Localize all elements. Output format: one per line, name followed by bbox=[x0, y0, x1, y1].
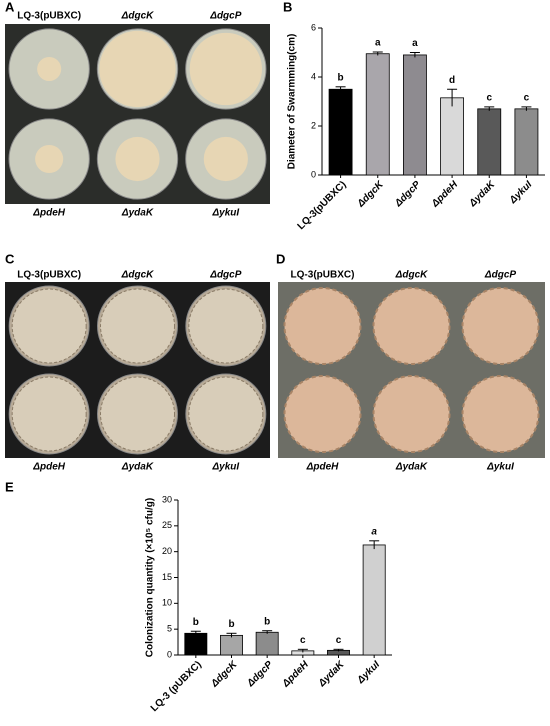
strain-label: ΔpdeH bbox=[32, 462, 65, 473]
biofilm bbox=[188, 288, 264, 364]
bar bbox=[362, 544, 386, 656]
y-tick-label: 4 bbox=[311, 71, 316, 81]
strain-label: ΔpdeH bbox=[306, 462, 339, 473]
significance-letter: a bbox=[375, 38, 381, 49]
panel-letter: A bbox=[5, 0, 15, 14]
x-tick-label: ΔdgcK bbox=[209, 659, 240, 690]
x-tick-label: ΔpdeH bbox=[280, 659, 311, 690]
x-tick-label: ΔdgcP bbox=[245, 659, 276, 690]
bar bbox=[514, 108, 539, 176]
strain-label: ΔykuI bbox=[211, 208, 239, 219]
x-tick-label: ΔykuI bbox=[355, 659, 383, 687]
y-tick-label: 2 bbox=[311, 120, 316, 130]
strain-label: LQ-3(pUBXC) bbox=[17, 270, 81, 281]
x-tick-label: LQ-3(pUBXC) bbox=[296, 179, 349, 232]
strain-label: ΔdgcP bbox=[209, 11, 241, 22]
y-tick-label: 5 bbox=[167, 624, 172, 634]
biofilm bbox=[100, 376, 175, 452]
colony bbox=[372, 287, 451, 365]
strain-label: ΔdgcK bbox=[121, 11, 154, 22]
y-axis-label: Diameter of Swarmming(cm) bbox=[287, 34, 298, 170]
significance-letter: c bbox=[486, 93, 492, 104]
significance-letter: c bbox=[300, 635, 306, 646]
biofilm bbox=[100, 288, 175, 364]
strain-label: ΔdgcP bbox=[484, 270, 516, 281]
x-tick-label: LQ-3 (pUBXC) bbox=[149, 659, 204, 714]
bar bbox=[328, 88, 353, 176]
colony bbox=[115, 136, 160, 182]
x-tick-label: ΔdgcP bbox=[392, 179, 423, 210]
colony bbox=[35, 144, 64, 174]
bar bbox=[255, 631, 279, 656]
x-tick-label: ΔdgcK bbox=[355, 179, 386, 210]
significance-letter: d bbox=[449, 75, 455, 86]
y-tick-label: 30 bbox=[162, 494, 172, 504]
y-axis-label: Colonization quantity (×10⁵ cfu/g) bbox=[145, 498, 156, 657]
x-tick-label: ΔydaK bbox=[467, 179, 498, 210]
colony bbox=[372, 375, 451, 453]
strain-label: ΔykuI bbox=[211, 462, 239, 473]
strain-label: LQ-3(pUBXC) bbox=[17, 11, 81, 22]
biofilm bbox=[11, 288, 87, 364]
colony bbox=[203, 136, 248, 182]
colony bbox=[99, 30, 176, 108]
panel-letter: D bbox=[276, 251, 285, 266]
colony bbox=[283, 287, 362, 365]
colony bbox=[283, 375, 362, 453]
panel-letter: B bbox=[283, 0, 292, 14]
y-tick-label: 20 bbox=[162, 546, 172, 556]
strain-label: ΔykuI bbox=[486, 462, 514, 473]
strain-label: ΔdgcK bbox=[395, 270, 428, 281]
x-tick-label: ΔydaK bbox=[316, 659, 347, 690]
panel-letter: C bbox=[5, 251, 15, 266]
colony bbox=[189, 32, 262, 106]
strain-label: ΔpdeH bbox=[32, 208, 65, 219]
y-tick-label: 10 bbox=[162, 598, 172, 608]
significance-letter: b bbox=[338, 72, 344, 83]
significance-letter: a bbox=[412, 38, 418, 49]
significance-letter: c bbox=[524, 93, 530, 104]
colony bbox=[37, 56, 62, 82]
significance-letter: b bbox=[264, 616, 270, 627]
panel-letter: E bbox=[5, 479, 14, 494]
significance-letter: b bbox=[193, 617, 199, 628]
significance-letter: c bbox=[336, 635, 342, 646]
y-tick-label: 25 bbox=[162, 520, 172, 530]
x-tick-label: ΔpdeH bbox=[429, 179, 460, 210]
bar bbox=[220, 634, 243, 656]
biofilm bbox=[188, 376, 264, 452]
colony bbox=[461, 375, 540, 453]
y-tick-label: 6 bbox=[311, 22, 316, 32]
bar bbox=[402, 54, 427, 176]
y-tick-label: 15 bbox=[162, 572, 172, 582]
strain-label: ΔdgcP bbox=[209, 270, 241, 281]
biofilm bbox=[11, 376, 87, 452]
x-tick-label: ΔykuI bbox=[507, 179, 535, 207]
strain-label: ΔydaK bbox=[395, 462, 428, 473]
strain-label: ΔydaK bbox=[121, 208, 154, 219]
bar bbox=[184, 632, 208, 656]
significance-letter: a bbox=[371, 526, 377, 537]
y-tick-label: 0 bbox=[167, 649, 172, 659]
significance-letter: b bbox=[228, 619, 234, 630]
bar bbox=[477, 108, 502, 176]
y-tick-label: 0 bbox=[311, 169, 316, 179]
bar bbox=[440, 97, 465, 176]
bar bbox=[365, 53, 390, 176]
colony bbox=[461, 287, 540, 365]
strain-label: LQ-3(pUBXC) bbox=[291, 270, 355, 281]
strain-label: ΔdgcK bbox=[121, 270, 154, 281]
strain-label: ΔydaK bbox=[121, 462, 154, 473]
